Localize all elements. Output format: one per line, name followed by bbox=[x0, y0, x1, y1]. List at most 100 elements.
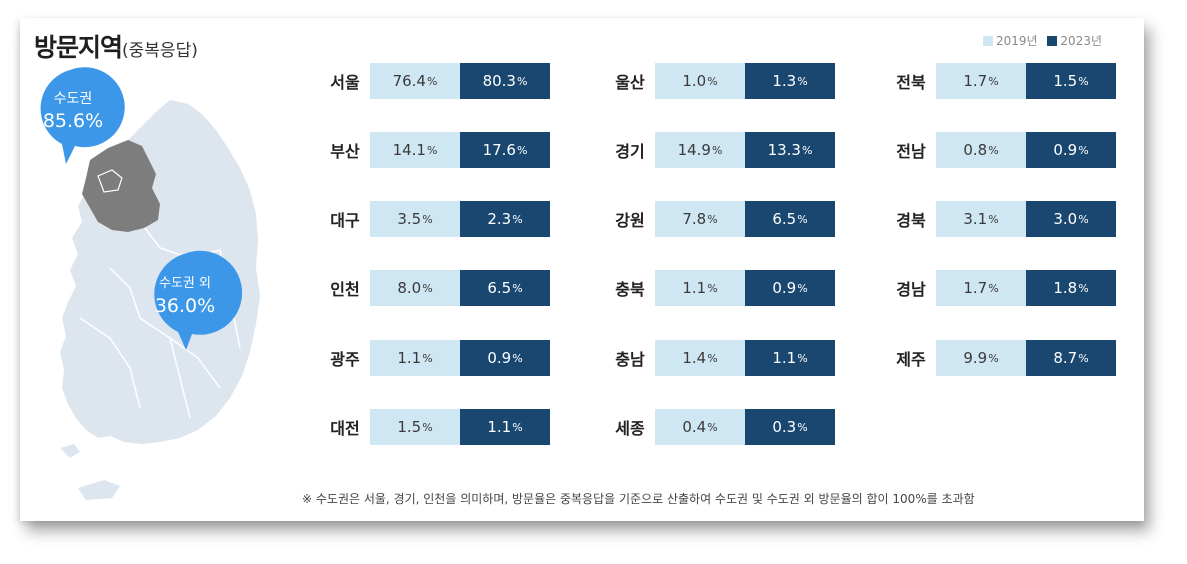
value-2023: 13.3% bbox=[745, 132, 835, 168]
value-2023: 0.9% bbox=[1026, 132, 1116, 168]
value-2019: 3.1% bbox=[936, 201, 1026, 237]
value-2023-unit: % bbox=[797, 212, 808, 226]
value-2019-number: 1.1 bbox=[397, 349, 422, 367]
region-label: 부산 bbox=[330, 142, 360, 161]
region-label: 강원 bbox=[615, 211, 645, 230]
value-2023-number: 1.3 bbox=[772, 72, 797, 90]
value-2019-unit: % bbox=[988, 212, 999, 226]
region-label: 전북 bbox=[896, 73, 926, 92]
value-2023: 0.9% bbox=[745, 270, 835, 306]
value-2023: 8.7% bbox=[1026, 340, 1116, 376]
capital-bubble-label: 수도권 bbox=[54, 91, 93, 107]
value-2023-number: 1.5 bbox=[1053, 72, 1078, 90]
value-2019-number: 1.5 bbox=[397, 418, 422, 436]
value-2019: 1.1% bbox=[655, 270, 745, 306]
value-2023-number: 1.1 bbox=[487, 418, 512, 436]
legend-label-2019: 2019년 bbox=[996, 34, 1038, 48]
legend-item-2019: 2019년 bbox=[983, 34, 1038, 48]
value-2019: 7.8% bbox=[655, 201, 745, 237]
value-2019-number: 0.4 bbox=[682, 418, 707, 436]
value-2023-unit: % bbox=[1078, 281, 1089, 295]
value-2019-number: 1.0 bbox=[682, 72, 707, 90]
value-2023: 1.1% bbox=[745, 340, 835, 376]
value-2019-number: 3.1 bbox=[963, 210, 988, 228]
region-row: 경기 14.9% 13.3% bbox=[605, 132, 835, 168]
value-2023-unit: % bbox=[801, 143, 813, 157]
value-2019: 76.4% bbox=[370, 63, 460, 99]
value-2019-unit: % bbox=[422, 420, 433, 434]
value-2023-unit: % bbox=[1078, 143, 1089, 157]
value-2023-number: 80.3 bbox=[482, 72, 516, 90]
region-row: 서울 76.4% 80.3% bbox=[320, 63, 550, 99]
value-2023: 17.6% bbox=[460, 132, 550, 168]
value-2019-unit: % bbox=[422, 212, 433, 226]
value-2023-number: 0.9 bbox=[1053, 141, 1078, 159]
region-row: 전북 1.7% 1.5% bbox=[886, 63, 1116, 99]
value-2019: 1.4% bbox=[655, 340, 745, 376]
value-2023-unit: % bbox=[797, 420, 808, 434]
map-island-south bbox=[60, 444, 80, 458]
map-capital-area bbox=[82, 140, 160, 232]
value-2023-unit: % bbox=[797, 281, 808, 295]
value-2023-unit: % bbox=[512, 281, 523, 295]
legend-label-2023: 2023년 bbox=[1060, 34, 1103, 48]
value-2023-number: 13.3 bbox=[767, 141, 801, 159]
value-2023-unit: % bbox=[797, 74, 808, 88]
infographic-card: 방문지역(중복응답) 2019년 2023년 수도권 85.6% 수도권 외 3… bbox=[20, 18, 1144, 521]
value-2019-unit: % bbox=[426, 143, 438, 157]
legend-swatch-2019 bbox=[983, 36, 993, 46]
value-2019: 9.9% bbox=[936, 340, 1026, 376]
value-2019-unit: % bbox=[988, 143, 999, 157]
value-2019-unit: % bbox=[707, 74, 718, 88]
value-2019-number: 3.5 bbox=[397, 210, 422, 228]
region-label: 경남 bbox=[896, 280, 926, 299]
region-label: 광주 bbox=[330, 350, 360, 369]
value-2023-unit: % bbox=[512, 212, 523, 226]
value-2019-unit: % bbox=[988, 351, 999, 365]
non-capital-bubble bbox=[154, 250, 243, 350]
value-2019: 1.5% bbox=[370, 409, 460, 445]
value-2019-unit: % bbox=[422, 281, 433, 295]
value-2019-number: 14.1 bbox=[392, 141, 426, 159]
value-2023-unit: % bbox=[1078, 351, 1089, 365]
chart-title-main: 방문지역 bbox=[34, 33, 123, 62]
region-label: 대구 bbox=[330, 211, 360, 230]
value-2019-unit: % bbox=[988, 74, 999, 88]
region-row: 대구 3.5% 2.3% bbox=[320, 201, 550, 237]
region-label: 경기 bbox=[615, 142, 645, 161]
korea-map: 수도권 85.6% 수도권 외 36.0% bbox=[40, 67, 260, 500]
value-2019-number: 1.7 bbox=[963, 279, 988, 297]
value-2023-number: 8.7 bbox=[1053, 349, 1078, 367]
value-2019-unit: % bbox=[707, 351, 718, 365]
region-label: 세종 bbox=[615, 419, 645, 438]
value-2019-unit: % bbox=[707, 281, 718, 295]
map-island-jeju bbox=[78, 480, 120, 500]
value-2019-unit: % bbox=[711, 143, 723, 157]
value-2019-unit: % bbox=[988, 281, 999, 295]
region-label: 울산 bbox=[615, 73, 645, 92]
region-row: 부산 14.1% 17.6% bbox=[320, 132, 550, 168]
value-2023-number: 17.6 bbox=[482, 141, 516, 159]
non-capital-bubble-value: 36.0% bbox=[155, 295, 215, 317]
value-2023-unit: % bbox=[512, 420, 523, 434]
value-2023: 0.9% bbox=[460, 340, 550, 376]
region-label: 경북 bbox=[896, 211, 926, 230]
value-2019-number: 7.8 bbox=[682, 210, 707, 228]
value-2023-unit: % bbox=[1078, 212, 1089, 226]
value-2023-number: 2.3 bbox=[487, 210, 512, 228]
value-2023: 80.3% bbox=[460, 63, 550, 99]
value-2019-unit: % bbox=[707, 212, 718, 226]
value-2023-number: 6.5 bbox=[487, 279, 512, 297]
value-2023-unit: % bbox=[516, 74, 528, 88]
value-2019: 0.8% bbox=[936, 132, 1026, 168]
value-2019-number: 1.1 bbox=[682, 279, 707, 297]
region-label: 전남 bbox=[896, 142, 926, 161]
value-2023: 3.0% bbox=[1026, 201, 1116, 237]
map-borders bbox=[79, 223, 241, 419]
region-row: 울산 1.0% 1.3% bbox=[605, 63, 835, 99]
value-2019: 1.0% bbox=[655, 63, 745, 99]
value-2019: 1.7% bbox=[936, 63, 1026, 99]
region-row: 충북 1.1% 0.9% bbox=[605, 270, 835, 306]
value-2023: 1.1% bbox=[460, 409, 550, 445]
value-2019-number: 14.9 bbox=[677, 141, 711, 159]
